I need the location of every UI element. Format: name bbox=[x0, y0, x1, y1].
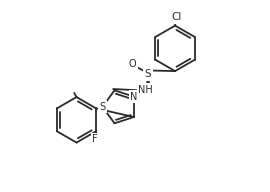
Text: N: N bbox=[130, 92, 137, 102]
Text: O: O bbox=[129, 59, 136, 69]
Text: S: S bbox=[145, 69, 151, 79]
Text: O: O bbox=[146, 85, 154, 95]
Text: NH: NH bbox=[139, 84, 153, 94]
Text: Cl: Cl bbox=[171, 12, 181, 22]
Text: F: F bbox=[92, 134, 98, 144]
Text: S: S bbox=[99, 102, 106, 112]
